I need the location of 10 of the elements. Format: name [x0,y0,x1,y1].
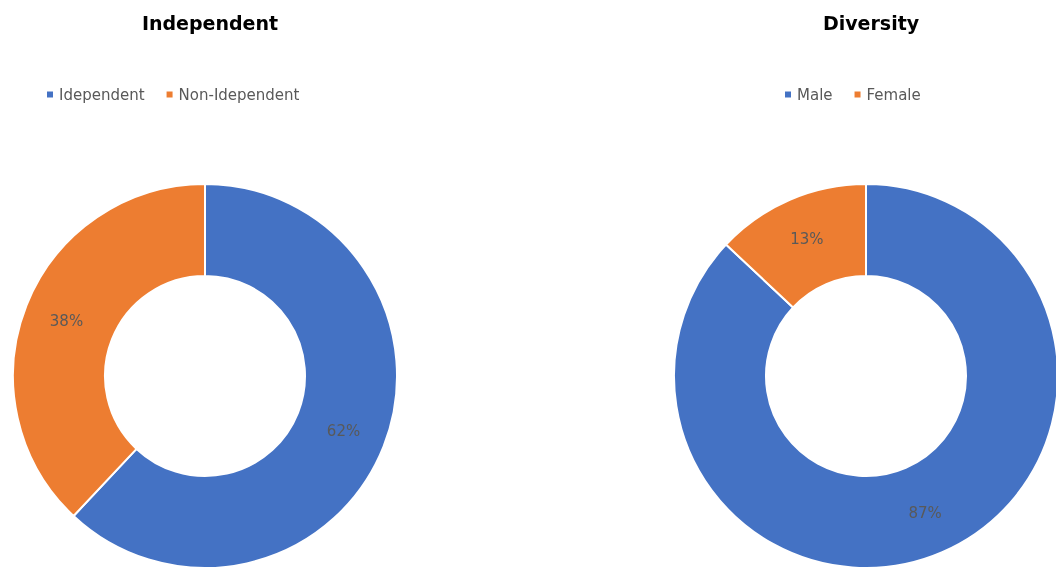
chart-title: Diversity [822,11,920,34]
legend-label: Female [866,85,921,104]
chart-title: Independent [141,11,279,34]
data-label: 87% [908,503,942,522]
data-label: 62% [326,421,361,440]
legend-label: Non-Idependent [178,85,300,104]
legend-label: Idependent [59,85,145,104]
data-label: 13% [790,230,824,249]
legend-label: Male [797,85,833,104]
data-label: 38% [49,312,84,331]
